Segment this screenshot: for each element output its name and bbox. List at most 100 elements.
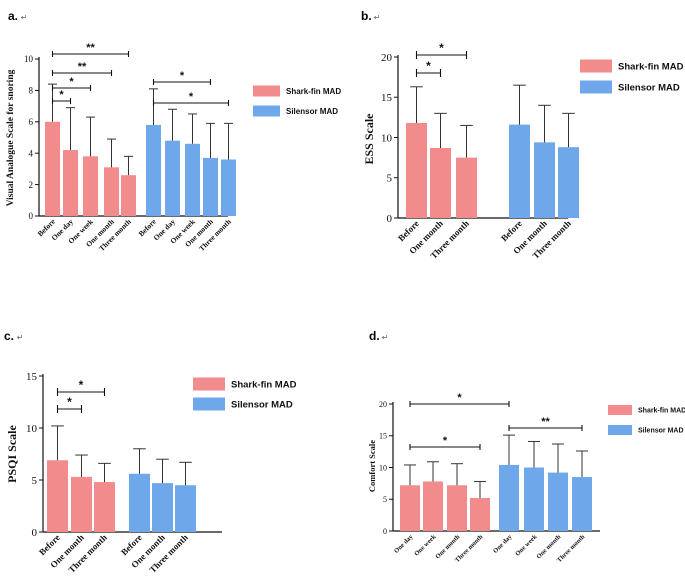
bar bbox=[509, 124, 530, 218]
legend-label: Silensor MAD bbox=[618, 82, 680, 93]
edit-mark: ↵ bbox=[17, 333, 24, 342]
y-tick-label: 15 bbox=[26, 371, 38, 383]
legend-label: Shark-fin MAD bbox=[231, 379, 297, 390]
y-tick-label: 8 bbox=[29, 86, 34, 96]
bar bbox=[71, 476, 92, 532]
bar bbox=[121, 175, 136, 216]
category-label: One week bbox=[514, 533, 538, 557]
bar bbox=[221, 159, 236, 216]
y-tick-label: 2 bbox=[29, 180, 34, 190]
y-tick-label: 5 bbox=[32, 475, 38, 487]
y-axis-label: ESS Scale bbox=[362, 113, 376, 165]
y-tick-label: 0 bbox=[32, 527, 38, 539]
significance-label: ** bbox=[541, 416, 550, 428]
bar bbox=[456, 157, 477, 218]
significance-label: * bbox=[457, 392, 462, 404]
significance-label: * bbox=[189, 91, 194, 103]
y-tick-label: 20 bbox=[379, 400, 387, 409]
bar bbox=[165, 140, 180, 216]
bar bbox=[558, 147, 579, 218]
panel-letter: c. bbox=[4, 329, 14, 343]
bar bbox=[94, 482, 115, 532]
bar bbox=[572, 477, 592, 531]
legend-swatch bbox=[608, 425, 632, 435]
legend-swatch bbox=[580, 59, 612, 73]
legend-swatch bbox=[193, 377, 225, 391]
bar bbox=[104, 167, 119, 216]
significance-label: ** bbox=[78, 61, 87, 73]
edit-mark: ↵ bbox=[21, 13, 28, 22]
legend-swatch bbox=[253, 85, 280, 97]
category-label: One week bbox=[413, 533, 437, 557]
significance-label: * bbox=[439, 41, 444, 55]
bar bbox=[470, 497, 490, 531]
legend-label: Shark-fin MAD bbox=[286, 87, 341, 96]
y-tick-label: 10 bbox=[26, 423, 38, 435]
legend-swatch bbox=[253, 105, 280, 117]
y-tick-label: 15 bbox=[381, 92, 393, 104]
y-tick-label: 0 bbox=[387, 213, 393, 225]
bar bbox=[499, 464, 519, 531]
significance-label: ** bbox=[86, 42, 95, 54]
bar bbox=[430, 147, 451, 218]
bar bbox=[185, 143, 200, 216]
edit-mark: ↵ bbox=[382, 333, 389, 342]
y-tick-label: 5 bbox=[383, 495, 387, 504]
y-axis-label: Visual Analogue Scale for snoring bbox=[6, 69, 16, 206]
panel-letter: b. bbox=[361, 9, 372, 23]
bar bbox=[534, 142, 555, 218]
significance-label: * bbox=[443, 435, 448, 447]
bar bbox=[175, 485, 196, 532]
legend-label: Shark-fin MAD bbox=[618, 61, 684, 72]
significance-label: * bbox=[426, 59, 431, 73]
y-axis-label: PSQI Scale bbox=[5, 424, 19, 482]
y-tick-label: 0 bbox=[383, 527, 387, 536]
bar bbox=[524, 467, 544, 531]
y-tick-label: 20 bbox=[381, 52, 393, 64]
bar bbox=[83, 156, 98, 216]
y-tick-label: 10 bbox=[24, 54, 34, 64]
y-tick-label: 6 bbox=[29, 117, 34, 127]
y-tick-label: 10 bbox=[379, 463, 387, 472]
bar bbox=[400, 485, 420, 531]
bar bbox=[152, 483, 173, 532]
panel-letter: d. bbox=[369, 329, 380, 343]
y-axis-label: Comfort Scale bbox=[367, 440, 377, 492]
legend-label: Shark-fin MAD bbox=[638, 407, 685, 414]
y-tick-label: 15 bbox=[379, 432, 387, 441]
legend-swatch bbox=[608, 405, 632, 415]
bar bbox=[47, 460, 68, 532]
significance-label: * bbox=[67, 395, 72, 409]
edit-mark: ↵ bbox=[374, 13, 381, 22]
legend-swatch bbox=[580, 80, 612, 94]
significance-label: * bbox=[79, 378, 84, 392]
bar bbox=[423, 481, 443, 531]
y-tick-label: 4 bbox=[29, 148, 34, 158]
bar bbox=[203, 157, 218, 216]
bar bbox=[146, 124, 161, 216]
legend-label: Silensor MAD bbox=[231, 399, 293, 410]
significance-label: * bbox=[69, 76, 74, 88]
y-tick-label: 10 bbox=[381, 132, 393, 144]
bar bbox=[548, 472, 568, 531]
bar bbox=[447, 485, 467, 531]
bar bbox=[406, 123, 427, 218]
legend-swatch bbox=[193, 397, 225, 411]
bar bbox=[45, 121, 60, 216]
category-label: One day bbox=[492, 533, 514, 555]
significance-label: * bbox=[59, 89, 64, 101]
category-label: One day bbox=[393, 533, 415, 555]
y-tick-label: 5 bbox=[387, 173, 393, 185]
y-tick-label: 0 bbox=[29, 211, 34, 221]
legend-label: Silensor MAD bbox=[286, 107, 338, 116]
bar bbox=[63, 150, 78, 216]
panel-letter: a. bbox=[8, 9, 18, 23]
bar bbox=[129, 473, 150, 532]
legend-label: Silensor MAD bbox=[638, 427, 684, 434]
significance-label: * bbox=[180, 70, 185, 82]
panel-a: a. ↵ 0 2 4 6 8 10 Visual Analogue Scale for snor… bbox=[6, 9, 341, 253]
